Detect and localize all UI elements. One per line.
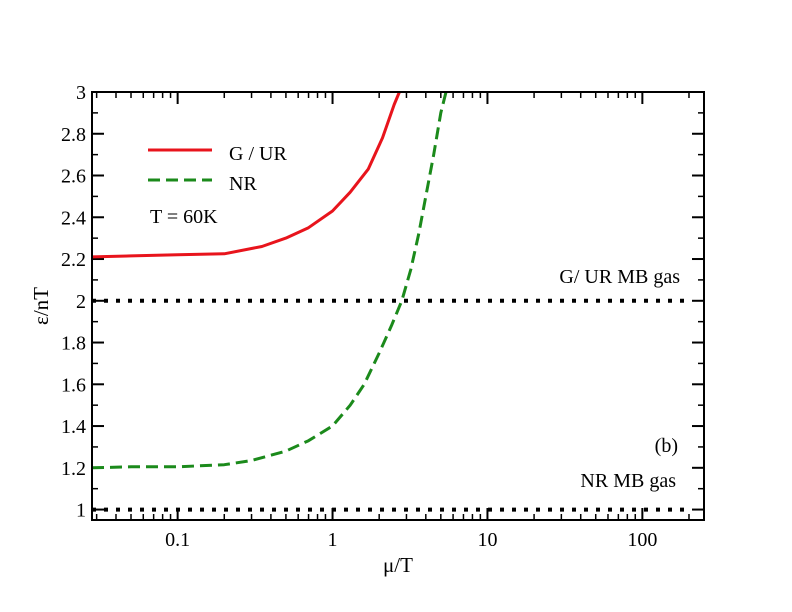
series-line-nr xyxy=(91,91,448,470)
y-axis-label: ε/nT xyxy=(29,287,53,325)
y-tick-label: 2 xyxy=(76,291,86,313)
x-tick-label: 100 xyxy=(627,529,657,551)
temperature-annotation: T = 60K xyxy=(150,206,218,228)
y-tick-label: 2.4 xyxy=(61,207,86,229)
y-tick-label: 2.2 xyxy=(61,249,86,271)
x-tick-label: 1 xyxy=(328,529,338,551)
legend-label-g-ur: G / UR xyxy=(229,143,287,165)
minor-ticks xyxy=(92,92,704,520)
y-tick-label: 1.4 xyxy=(61,416,86,438)
y-tick-label: 1.8 xyxy=(61,333,86,355)
g-ur-mb-gas-label: G/ UR MB gas xyxy=(559,266,680,288)
major-ticks xyxy=(92,91,704,520)
panel-label: (b) xyxy=(655,435,678,457)
series-line-g-ur xyxy=(91,91,401,259)
legend: G / UR NR xyxy=(148,143,287,195)
y-tick-label: 1.2 xyxy=(61,458,86,480)
nr-mb-gas-label: NR MB gas xyxy=(580,470,676,492)
y-tick-label: 2.6 xyxy=(61,166,86,188)
y-tick-label: 3 xyxy=(76,82,86,104)
x-axis-label: μ/T xyxy=(383,553,413,577)
x-tick-label: 10 xyxy=(477,529,497,551)
legend-label-nr: NR xyxy=(229,173,257,195)
x-tick-label: 0.1 xyxy=(165,529,190,551)
y-tick-label: 2.8 xyxy=(61,124,86,146)
plot-frame xyxy=(91,91,705,521)
x-tick-labels: 0.1 1 10 100 xyxy=(165,529,657,551)
y-tick-labels: 1 1.2 1.4 1.6 1.8 2 2.2 2.4 2.6 2.8 3 xyxy=(61,82,86,522)
series-group xyxy=(91,91,686,512)
y-tick-label: 1 xyxy=(76,500,86,522)
y-tick-label: 1.6 xyxy=(61,374,86,396)
